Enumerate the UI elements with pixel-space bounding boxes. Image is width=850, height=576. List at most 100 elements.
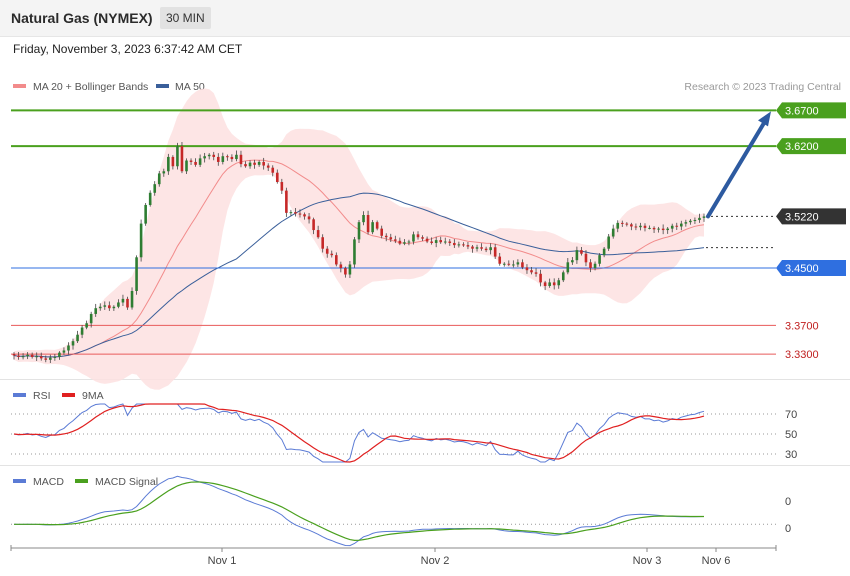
candle-body — [466, 245, 470, 247]
candle-body — [684, 222, 688, 224]
timestamp-label: Friday, November 3, 2023 6:37:42 AM CET — [13, 42, 243, 56]
x-axis-label-2: Nov 3 — [633, 555, 662, 567]
candle-body — [280, 182, 284, 191]
legend-swatch-ma50 — [156, 84, 169, 88]
candle-body — [312, 219, 315, 231]
candle-body — [434, 240, 438, 243]
candle-body — [407, 241, 411, 243]
candle-body — [157, 173, 161, 185]
level-tag-2 — [776, 208, 846, 225]
candle-body — [652, 227, 656, 230]
candle-body — [625, 223, 629, 225]
candle-body — [171, 156, 175, 167]
candle-body — [693, 220, 697, 222]
candle-body — [67, 345, 70, 351]
level-label-2: 3.5220 — [785, 211, 819, 223]
candle-body — [80, 327, 84, 335]
legend-label-rsi: RSI — [33, 390, 51, 402]
candle-body — [189, 160, 193, 162]
candle-body — [580, 250, 583, 254]
candle-body — [380, 228, 383, 236]
level-label-4: 3.3700 — [785, 320, 819, 332]
candle-body — [226, 156, 229, 158]
candle-body — [53, 356, 57, 358]
candle-body — [384, 235, 388, 238]
candle-body — [148, 192, 152, 205]
candle-body — [552, 282, 556, 286]
candle-body — [425, 238, 429, 242]
candle-body — [266, 165, 270, 168]
candle-body — [498, 256, 502, 264]
candle-body — [44, 358, 48, 360]
candle-body — [403, 242, 406, 244]
credit-label: Research © 2023 Trading Central — [684, 81, 841, 93]
candle-body — [507, 263, 511, 265]
candle-body — [462, 244, 465, 246]
candle-body — [253, 162, 256, 165]
candle-body — [398, 240, 402, 244]
candle-body — [439, 240, 443, 243]
legend-label-macd: MACD — [33, 476, 64, 488]
panel-divider-rsi — [0, 379, 850, 380]
candle-body — [353, 239, 356, 265]
candle-body — [135, 257, 138, 291]
candle-body — [298, 213, 302, 215]
candle-body — [657, 228, 660, 230]
candle-body — [144, 204, 147, 224]
timeframe-badge[interactable]: 30 MIN — [160, 7, 211, 29]
candle-body — [275, 172, 279, 183]
candle-body — [639, 225, 642, 228]
candle-body — [130, 290, 134, 308]
candle-body — [493, 247, 497, 257]
candle-body — [98, 306, 102, 309]
candle-body — [89, 313, 93, 324]
candle-body — [575, 250, 579, 261]
candle-body — [616, 222, 620, 229]
candle-body — [294, 212, 297, 214]
candle-body — [112, 306, 116, 309]
rsi-line — [13, 403, 705, 463]
candle-body — [12, 354, 16, 356]
candle-body — [371, 222, 374, 233]
candle-body — [316, 230, 320, 238]
candle-body — [661, 228, 665, 231]
candle-body — [357, 222, 361, 240]
candle-body — [525, 267, 529, 271]
candle-body — [634, 226, 638, 228]
candle-body — [489, 247, 492, 251]
candle-body — [484, 248, 488, 251]
candle-body — [335, 255, 338, 265]
header-bar: Natural Gas (NYMEX) 30 MIN — [0, 0, 850, 37]
candle-body — [348, 264, 352, 275]
candle-body — [571, 260, 574, 263]
candle-body — [366, 215, 370, 233]
legend-swatch-ma20 — [13, 84, 26, 88]
candle-body — [303, 214, 306, 217]
candle-body — [666, 228, 669, 231]
candle-body — [534, 272, 538, 274]
x-axis-label-1: Nov 2 — [421, 555, 450, 567]
candle-body — [321, 237, 324, 249]
candle-body — [257, 161, 261, 165]
macd-tick-upper: 0 — [785, 496, 791, 508]
candle-body — [162, 171, 166, 174]
candle-body — [557, 280, 561, 286]
candle-body — [71, 341, 75, 346]
candle-body — [285, 190, 288, 213]
candle-body — [362, 215, 365, 223]
forecast-arrow-head — [758, 111, 771, 127]
candle-body — [239, 154, 243, 165]
panel-divider-macd — [0, 465, 850, 466]
candle-body — [430, 241, 433, 243]
candle-body — [539, 273, 542, 283]
candle-body — [602, 248, 606, 256]
candle-body — [698, 217, 701, 221]
candle-body — [566, 262, 570, 273]
candle-body — [589, 262, 592, 269]
candle-body — [248, 162, 252, 167]
candle-body — [389, 237, 393, 240]
candle-body — [212, 154, 216, 157]
candle-body — [58, 352, 61, 357]
candle-body — [271, 167, 275, 173]
